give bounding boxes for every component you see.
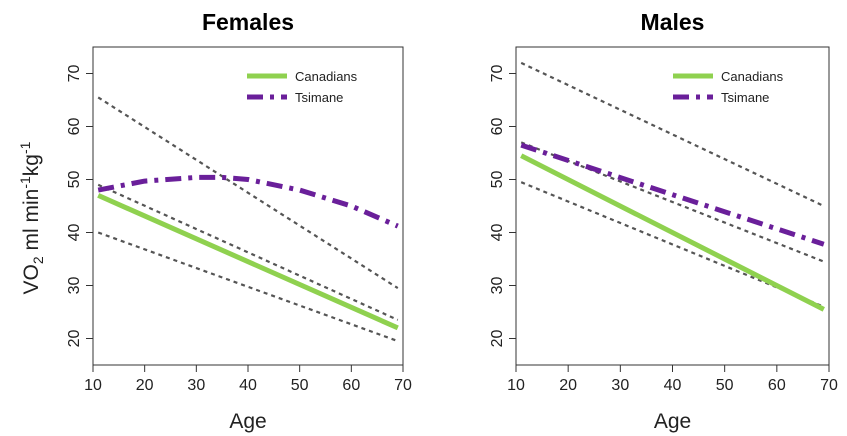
x-tick-label: 50 — [291, 377, 309, 394]
males-panel: Males 10 20 30 40 50 60 70 20 30 40 50 60 70 Age Canadi… — [489, 9, 838, 433]
y-label-unit2: kg — [20, 154, 43, 176]
legend-label-canadians: Canadians — [721, 69, 784, 84]
y-tick-label: 70 — [66, 65, 83, 83]
y-tick-label: 60 — [66, 118, 83, 136]
males-title: Males — [641, 9, 705, 35]
tsimane-line — [97, 174, 399, 229]
legend-label-canadians: Canadians — [295, 69, 358, 84]
y-tick-label: 70 — [489, 65, 506, 83]
y-label-base: VO — [20, 264, 43, 294]
tsimane-line — [520, 142, 825, 247]
females-x-axis-label: Age — [229, 410, 266, 433]
y-tick-label: 50 — [66, 171, 83, 189]
y-axis-label: VO2 ml min-1kg-1 — [17, 141, 46, 294]
reference-line-4 — [97, 231, 399, 343]
y-label-sup1: -1 — [17, 176, 33, 189]
y-tick-label: 60 — [489, 118, 506, 136]
x-tick-label: 60 — [342, 377, 360, 394]
x-tick-label: 10 — [507, 377, 525, 394]
x-tick-label: 20 — [136, 377, 154, 394]
x-tick-label: 30 — [187, 377, 205, 394]
y-tick-label: 40 — [489, 224, 506, 242]
canadians-line — [97, 193, 399, 331]
y-tick-label: 20 — [66, 330, 83, 348]
females-title: Females — [202, 9, 294, 35]
y-tick-label: 50 — [489, 171, 506, 189]
x-tick-label: 70 — [394, 377, 412, 394]
x-tick-label: 30 — [611, 377, 629, 394]
canadians-line — [520, 153, 825, 312]
males-plot-frame — [515, 46, 830, 366]
reference-line-3 — [520, 141, 825, 263]
x-tick-label: 50 — [716, 377, 734, 394]
y-tick-label: 30 — [66, 277, 83, 295]
x-tick-label: 60 — [768, 377, 786, 394]
females-panel: Females 10 20 30 40 50 60 70 20 30 40 50 60 70 Age Cana… — [66, 9, 412, 433]
y-label-unit1: ml min — [20, 189, 43, 257]
x-tick-label: 10 — [84, 377, 102, 394]
legend-label-tsimane: Tsimane — [721, 90, 769, 105]
y-label-sup2: -1 — [17, 141, 33, 154]
y-tick-label: 20 — [489, 330, 506, 348]
x-tick-label: 40 — [239, 377, 257, 394]
reference-line-3 — [97, 183, 399, 321]
y-tick-label: 40 — [66, 224, 83, 242]
legend-label-tsimane: Tsimane — [295, 90, 343, 105]
y-tick-label: 30 — [489, 277, 506, 295]
x-tick-label: 70 — [820, 377, 838, 394]
x-tick-label: 40 — [664, 377, 682, 394]
males-x-axis-label: Age — [654, 410, 691, 433]
reference-line-2 — [520, 61, 825, 207]
x-tick-label: 20 — [559, 377, 577, 394]
reference-line-2 — [97, 96, 399, 290]
y-label-sub: 2 — [30, 256, 46, 264]
